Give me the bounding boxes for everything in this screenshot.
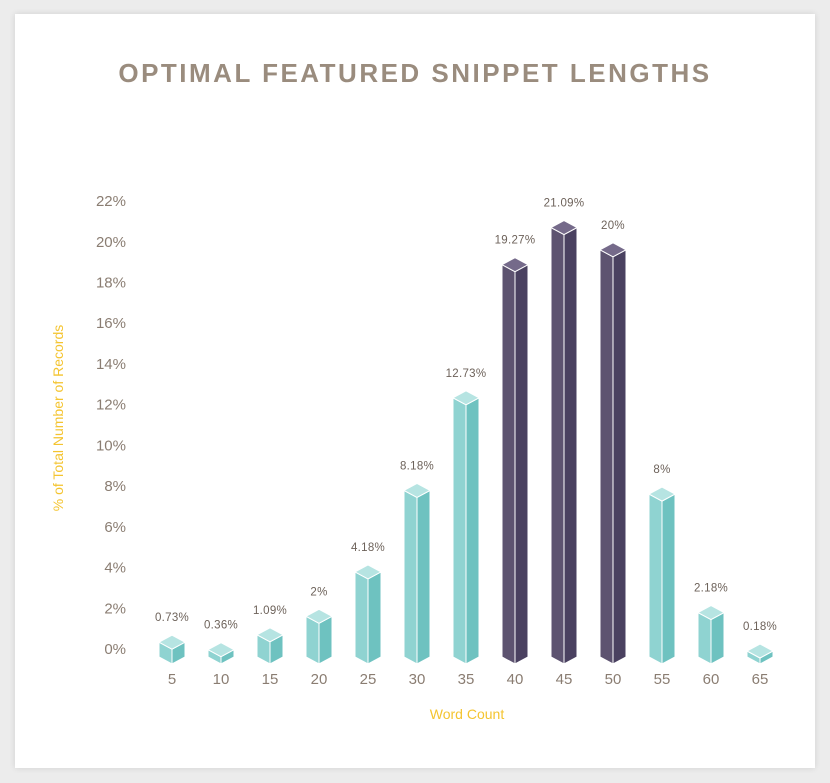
bar-right-face (710, 611, 725, 665)
x-tick-label: 60 (703, 671, 720, 688)
bar (745, 643, 775, 665)
data-label: 8% (653, 464, 670, 476)
x-tick-label: 20 (311, 671, 328, 688)
y-tick-label: 4% (104, 560, 126, 577)
bar-top-face (157, 634, 187, 650)
bar-top-face (500, 257, 530, 273)
y-axis-ticks: 0% 2% 4% 6% 8% 10% 12% 14% 16% 18% 20% 22% (96, 193, 126, 658)
bar-right-face (514, 263, 529, 665)
y-tick-label: 16% (96, 315, 126, 332)
bar-right-face (612, 248, 627, 665)
x-axis-label: Word Count (430, 706, 505, 722)
bar-right-face (416, 489, 431, 665)
x-axis-ticks: 5 10 15 20 25 30 35 40 45 50 55 60 65 (168, 671, 769, 688)
bar (255, 627, 285, 665)
data-label: 12.73% (446, 368, 487, 380)
bar-left-face (501, 263, 516, 665)
bar-top-face (549, 220, 579, 236)
bar-left-face (403, 489, 418, 665)
bar-right-face (563, 226, 578, 665)
bar-right-face (661, 493, 676, 665)
bar (598, 242, 628, 665)
x-tick-label: 50 (605, 671, 622, 688)
bar-right-face (318, 615, 333, 665)
y-axis-label: % of Total Number of Records (50, 325, 66, 512)
x-tick-label: 15 (262, 671, 279, 688)
bar (157, 634, 187, 665)
bar-left-face (550, 226, 565, 665)
x-tick-label: 5 (168, 671, 176, 688)
bar-left-face (599, 248, 614, 665)
x-tick-label: 40 (507, 671, 524, 688)
bar-top-face (402, 482, 432, 499)
bar-top-face (745, 643, 775, 659)
y-tick-label: 18% (96, 275, 126, 292)
y-tick-label: 22% (96, 193, 126, 210)
data-label: 20% (601, 220, 625, 232)
data-label: 0.73% (155, 612, 189, 624)
bar-left-face (305, 615, 320, 665)
bar (647, 486, 677, 665)
bar-left-face (648, 493, 663, 665)
data-labels: 0.73% 0.36% 1.09% 2% 4.18% 8.18% 12.73% 19.27% 2… (155, 198, 777, 633)
bar-right-face (465, 396, 480, 665)
bar (696, 605, 726, 665)
data-label: 21.09% (544, 198, 585, 210)
bar-top-face (255, 627, 285, 643)
bar-top-face (304, 608, 334, 624)
y-tick-label: 8% (104, 478, 126, 495)
data-label: 2.18% (694, 583, 728, 595)
bar-top-face (647, 486, 677, 502)
x-tick-label: 10 (213, 671, 230, 688)
data-label: 8.18% (400, 460, 434, 472)
bar-top-face (206, 642, 236, 658)
x-tick-label: 65 (752, 671, 769, 688)
bar-top-face (353, 564, 383, 580)
bar-right-face (367, 571, 382, 665)
x-tick-label: 35 (458, 671, 475, 688)
bar-left-face (452, 396, 467, 665)
bar (549, 220, 579, 665)
y-tick-label: 6% (104, 519, 126, 536)
y-tick-label: 2% (104, 600, 126, 617)
bar (402, 482, 432, 665)
data-label: 4.18% (351, 542, 385, 554)
bars (157, 220, 775, 665)
y-tick-label: 10% (96, 437, 126, 454)
bar-top-face (451, 390, 481, 406)
bar (304, 608, 334, 665)
x-tick-label: 55 (654, 671, 671, 688)
data-label: 0.36% (204, 620, 238, 632)
data-label: 2% (310, 586, 327, 598)
y-tick-label: 20% (96, 234, 126, 251)
data-label: 1.09% (253, 605, 287, 617)
y-tick-label: 0% (104, 641, 126, 658)
data-label: 19.27% (495, 235, 536, 247)
data-label: 0.18% (743, 621, 777, 633)
bar (353, 564, 383, 665)
bar-top-face (696, 605, 726, 621)
bar (500, 257, 530, 665)
y-tick-label: 12% (96, 397, 126, 414)
x-tick-label: 25 (360, 671, 377, 688)
bar (451, 390, 481, 665)
bar-top-face (598, 242, 628, 258)
x-tick-label: 45 (556, 671, 573, 688)
bar-left-face (697, 611, 712, 665)
chart-title: OPTIMAL FEATURED SNIPPET LENGTHS (118, 58, 712, 88)
bar (206, 642, 236, 665)
bar-left-face (354, 571, 369, 665)
y-tick-label: 14% (96, 356, 126, 373)
x-tick-label: 30 (409, 671, 426, 688)
